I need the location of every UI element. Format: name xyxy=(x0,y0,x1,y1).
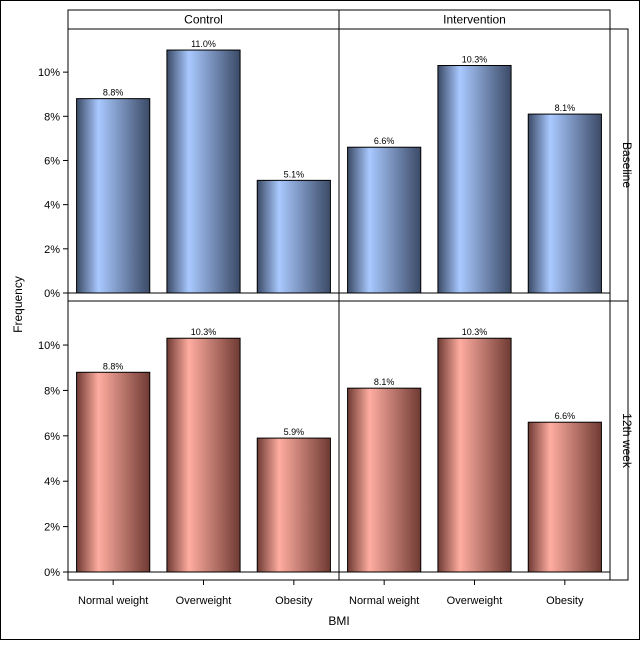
bar-control-12th-week-overweight xyxy=(166,337,241,573)
y-tick-label-baseline-4: 4% xyxy=(44,200,60,212)
y-tick-label-12th-week-6: 6% xyxy=(44,431,60,443)
y-tick-label-12th-week-8: 8% xyxy=(44,385,60,397)
bar-intervention-baseline-normal-weight xyxy=(347,146,422,294)
data-label-control-baseline-normal-weight: 8.8% xyxy=(103,88,124,98)
y-tick-label-baseline-2: 2% xyxy=(44,244,60,256)
data-label-control-12th-week-obesity: 5.9% xyxy=(284,427,305,437)
data-label-intervention-12th-week-overweight: 10.3% xyxy=(462,327,488,337)
y-tick-label-baseline-8: 8% xyxy=(44,111,60,123)
data-label-intervention-12th-week-obesity: 6.6% xyxy=(555,411,576,421)
y-tick-label-12th-week-0: 0% xyxy=(44,567,60,579)
x-tick-label-intervention-obesity: Obesity xyxy=(546,595,584,607)
y-tick-label-12th-week-4: 4% xyxy=(44,476,60,488)
row-header-label-baseline: Baseline xyxy=(620,142,634,188)
data-label-control-baseline-overweight: 11.0% xyxy=(191,39,216,49)
y-tick-label-baseline-0: 0% xyxy=(44,288,60,300)
data-label-control-baseline-obesity: 5.1% xyxy=(284,169,305,179)
bar-intervention-baseline-obesity xyxy=(527,113,602,294)
y-tick-label-12th-week-2: 2% xyxy=(44,522,60,534)
bar-control-baseline-normal-weight xyxy=(76,98,151,294)
data-label-intervention-baseline-obesity: 8.1% xyxy=(555,103,576,113)
y-tick-label-baseline-6: 6% xyxy=(44,155,60,167)
bar-control-12th-week-normal-weight xyxy=(76,371,151,573)
bar-intervention-12th-week-overweight xyxy=(437,337,512,573)
column-header-label-intervention: Intervention xyxy=(443,13,506,27)
bar-control-baseline-overweight xyxy=(166,49,241,294)
y-tick-label-12th-week-10: 10% xyxy=(38,340,60,352)
data-label-control-12th-week-normal-weight: 8.8% xyxy=(103,361,124,371)
bar-control-12th-week-obesity xyxy=(256,437,331,573)
bar-intervention-12th-week-normal-weight xyxy=(347,387,422,573)
x-tick-label-intervention-overweight: Overweight xyxy=(447,595,503,607)
bar-intervention-12th-week-obesity xyxy=(527,421,602,573)
column-header-label-control: Control xyxy=(184,13,223,27)
x-tick-label-control-normal-weight: Normal weight xyxy=(78,595,148,607)
bar-intervention-baseline-overweight xyxy=(437,65,512,294)
x-tick-label-control-overweight: Overweight xyxy=(176,595,232,607)
x-axis-title: BMI xyxy=(328,614,349,628)
row-header-label-12th-week: 12th week xyxy=(620,413,634,469)
data-label-intervention-baseline-overweight: 10.3% xyxy=(462,55,488,65)
data-label-intervention-baseline-normal-weight: 6.6% xyxy=(374,136,395,146)
data-label-control-12th-week-overweight: 10.3% xyxy=(191,327,217,337)
x-tick-label-control-obesity: Obesity xyxy=(275,595,313,607)
x-tick-label-intervention-normal-weight: Normal weight xyxy=(349,595,419,607)
y-axis-title: Frequency xyxy=(11,276,25,333)
y-tick-label-baseline-10: 10% xyxy=(38,67,60,79)
data-label-intervention-12th-week-normal-weight: 8.1% xyxy=(374,377,395,387)
bar-control-baseline-obesity xyxy=(256,179,331,294)
